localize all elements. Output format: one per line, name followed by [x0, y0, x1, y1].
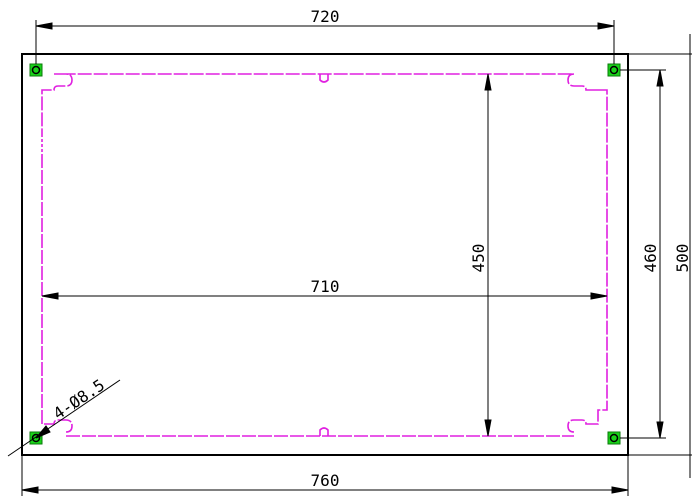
dimension-inner-width	[41, 292, 608, 300]
mounting-hole-top-right	[607, 63, 621, 77]
cutout-notch-bottom	[319, 427, 329, 436]
dimension-inner-height	[484, 73, 492, 437]
cutout-notch-top	[319, 74, 329, 83]
dimension-label-inner-width: 710	[311, 277, 340, 296]
mounting-hole-bottom-right	[607, 431, 621, 445]
dimension-label-inner-height: 450	[469, 244, 488, 273]
hole-callout-label: 4-Ø8.5	[50, 375, 109, 423]
dimension-label-hole-vertical: 460	[641, 244, 660, 273]
hole-callout-leader	[7, 379, 121, 457]
panel-outline	[21, 53, 629, 456]
dimension-label-bottom: 760	[311, 471, 340, 490]
dimension-top-hole-spacing	[35, 20, 615, 64]
cutout-outline	[41, 73, 608, 437]
dimension-overall-width	[21, 456, 629, 496]
dimension-label-top: 720	[311, 7, 340, 26]
dimension-overall-height	[628, 34, 692, 478]
mounting-hole-top-left	[29, 63, 43, 77]
dimension-hole-vertical-spacing	[620, 69, 666, 439]
dimension-label-overall-height: 500	[673, 244, 692, 273]
